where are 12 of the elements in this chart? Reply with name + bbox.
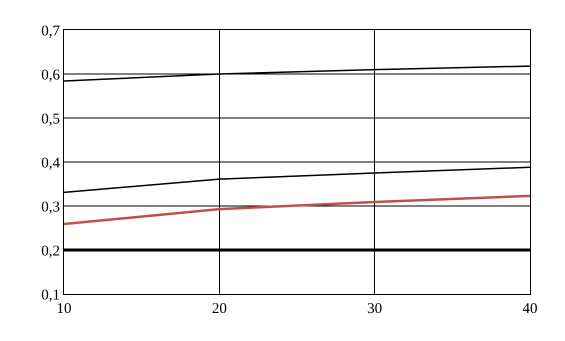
x-tick-label: 40 [522, 301, 538, 317]
y-tick-label: 0,3 [41, 199, 60, 216]
line-series [64, 194, 530, 226]
x-tick-label: 10 [56, 301, 72, 317]
y-tick-label: 0,2 [41, 243, 60, 260]
y-tick-label: 0,7 [41, 23, 60, 40]
y-tick-label: 0,5 [41, 111, 60, 128]
y-tick-label: 0,4 [41, 155, 60, 172]
x-tick-label: 30 [367, 301, 382, 317]
y-tick-label: 0,1 [41, 287, 60, 304]
y-tick-label: 0,6 [41, 67, 60, 84]
x-tick-label: 20 [212, 301, 227, 317]
